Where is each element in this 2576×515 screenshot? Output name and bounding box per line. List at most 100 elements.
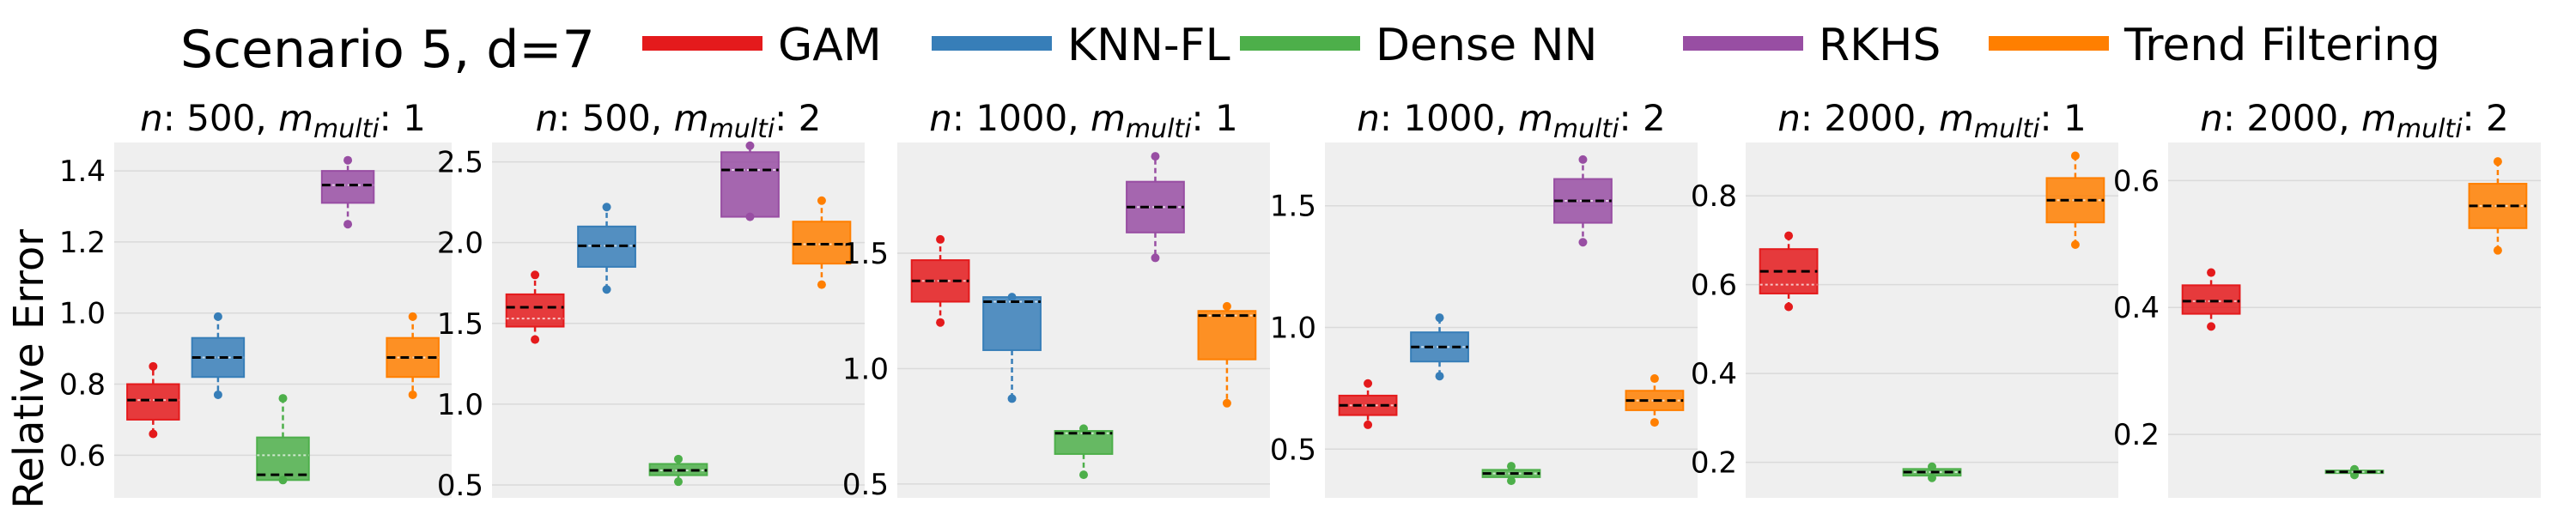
box-trend-filtering [1197, 301, 1257, 408]
box-gam [1759, 231, 1819, 312]
legend-swatch-4 [1989, 36, 2109, 51]
y-tick-label: 1.0 [1270, 312, 1316, 346]
whisker-cap-low [1151, 253, 1160, 263]
box-trend-filtering [2468, 157, 2528, 255]
y-tick-label: 1.4 [59, 154, 106, 189]
box-knn-fl [191, 312, 246, 399]
whisker-cap-low [602, 285, 611, 294]
panel-title: n: 500, mmulti: 2 [536, 97, 822, 144]
y-tick-label: 1.0 [842, 352, 889, 386]
title-n-value: : 2000, [2223, 97, 2361, 139]
title-m-symbol: m [2361, 97, 2397, 139]
panel-title: n: 2000, mmulti: 2 [2200, 97, 2509, 144]
whisker-cap-low [1649, 418, 1659, 427]
whisker-cap-high [2070, 151, 2080, 161]
box-rkhs [720, 141, 780, 221]
iqr-box [720, 151, 780, 218]
panel-3: 0.5 1.0 1.5 n: 1000, mmulti: 2 [1270, 97, 1698, 498]
whisker-cap-low [408, 390, 417, 399]
title-n-symbol: n [1777, 97, 1801, 139]
iqr-box [2181, 284, 2241, 315]
title-m-value: : 1 [380, 97, 426, 139]
title-n-symbol: n [1357, 97, 1380, 139]
y-tick-label: 1.0 [59, 297, 106, 331]
y-tick-label: 0.6 [59, 439, 106, 473]
title-m-subscript: multi [709, 114, 775, 144]
box-gam [1338, 379, 1398, 429]
whisker-cap-low [1578, 238, 1588, 247]
box-knn-fl [577, 203, 636, 294]
iqr-box [982, 296, 1042, 351]
box-rkhs [320, 155, 375, 229]
box-rkhs [1553, 154, 1613, 247]
whisker-cap-high [1435, 313, 1444, 323]
y-tick-label: 1.0 [437, 388, 483, 422]
legend-label-3: RKHS [1819, 20, 1941, 71]
iqr-box [320, 170, 375, 204]
title-m-value: : 1 [2040, 97, 2087, 139]
whisker-cap-low [2207, 322, 2216, 331]
title-m-value: : 2 [2463, 97, 2509, 139]
panel-5: 0.2 0.4 0.6 n: 2000, mmulti: 2 [2113, 97, 2541, 498]
iqr-box [1054, 430, 1114, 455]
whisker-cap-high [1784, 231, 1794, 240]
title-n-value: : 500, [163, 97, 278, 139]
whisker-cap-low [1007, 394, 1017, 403]
title-n-value: : 2000, [1801, 97, 1939, 139]
whisker-cap-low [1222, 398, 1231, 408]
whisker-cap-high [1222, 301, 1231, 311]
box-knn-fl [1410, 313, 1469, 381]
title-m-symbol: m [1518, 97, 1553, 139]
box-dense-nn [1902, 462, 1962, 482]
panels: 0.60.81.01.21.4n: 500, mmulti: 10.51.01.… [59, 97, 2541, 503]
title-m-subscript: multi [1553, 114, 1619, 144]
whisker-cap-high [149, 361, 158, 371]
whisker-cap-high [817, 196, 826, 205]
whisker-cap-high [1151, 152, 1160, 161]
legend-swatch-3 [1683, 36, 1803, 51]
whisker-cap-low [1435, 372, 1444, 381]
y-tick-label: 2.5 [437, 146, 483, 180]
y-tick-label: 1.2 [59, 226, 106, 260]
panel-title: n: 500, mmulti: 1 [140, 97, 426, 144]
title-n-value: : 1000, [952, 97, 1091, 139]
whisker-cap-high [1649, 374, 1659, 384]
title-m-symbol: m [1939, 97, 1974, 139]
whisker-cap-low [1079, 470, 1088, 480]
y-tick-label: 0.4 [1691, 357, 1737, 391]
title-m-symbol: m [674, 97, 709, 139]
whisker-cap-high [745, 141, 755, 150]
panel-0: 0.6 0.8 1.0 1.2 1.4 n: 500, mmulti: 1 [59, 97, 452, 498]
whisker-cap-low [2493, 245, 2502, 255]
title-n-symbol: n [929, 97, 952, 139]
panel-title: n: 2000, mmulti: 1 [1777, 97, 2087, 144]
whisker-cap-low [149, 429, 158, 439]
box-gam [910, 234, 970, 327]
whisker-cap-high [1578, 154, 1588, 164]
legend-label-1: KNN-FL [1067, 20, 1230, 71]
whisker-cap-high [936, 234, 945, 244]
y-tick-label: 1.5 [842, 237, 889, 271]
whisker-cap-high [531, 270, 540, 280]
legend-swatch-1 [932, 36, 1052, 51]
panel-2: 0.5 1.0 1.5 n: 1000, mmulti: 1 [842, 97, 1270, 502]
title-n-symbol: n [140, 97, 163, 139]
iqr-box [256, 436, 310, 482]
whisker-cap-high [278, 394, 288, 403]
y-tick-label: 0.5 [842, 468, 889, 502]
y-tick-label: 0.5 [437, 469, 483, 503]
title-m-subscript: multi [313, 114, 380, 144]
box-dense-nn [256, 394, 310, 485]
box-trend-filtering [792, 196, 852, 289]
panel-title: n: 1000, mmulti: 1 [929, 97, 1238, 144]
figure-title: Scenario 5, d=7 [180, 20, 595, 80]
whisker-cap-high [2207, 268, 2216, 277]
title-m-value: : 1 [1192, 97, 1238, 139]
title-m-subscript: multi [1126, 114, 1192, 144]
whisker-cap-low [213, 390, 222, 399]
iqr-box [792, 221, 852, 265]
whisker-cap-low [936, 318, 945, 327]
y-tick-label: 0.4 [2113, 291, 2160, 325]
box-knn-fl [982, 293, 1042, 403]
